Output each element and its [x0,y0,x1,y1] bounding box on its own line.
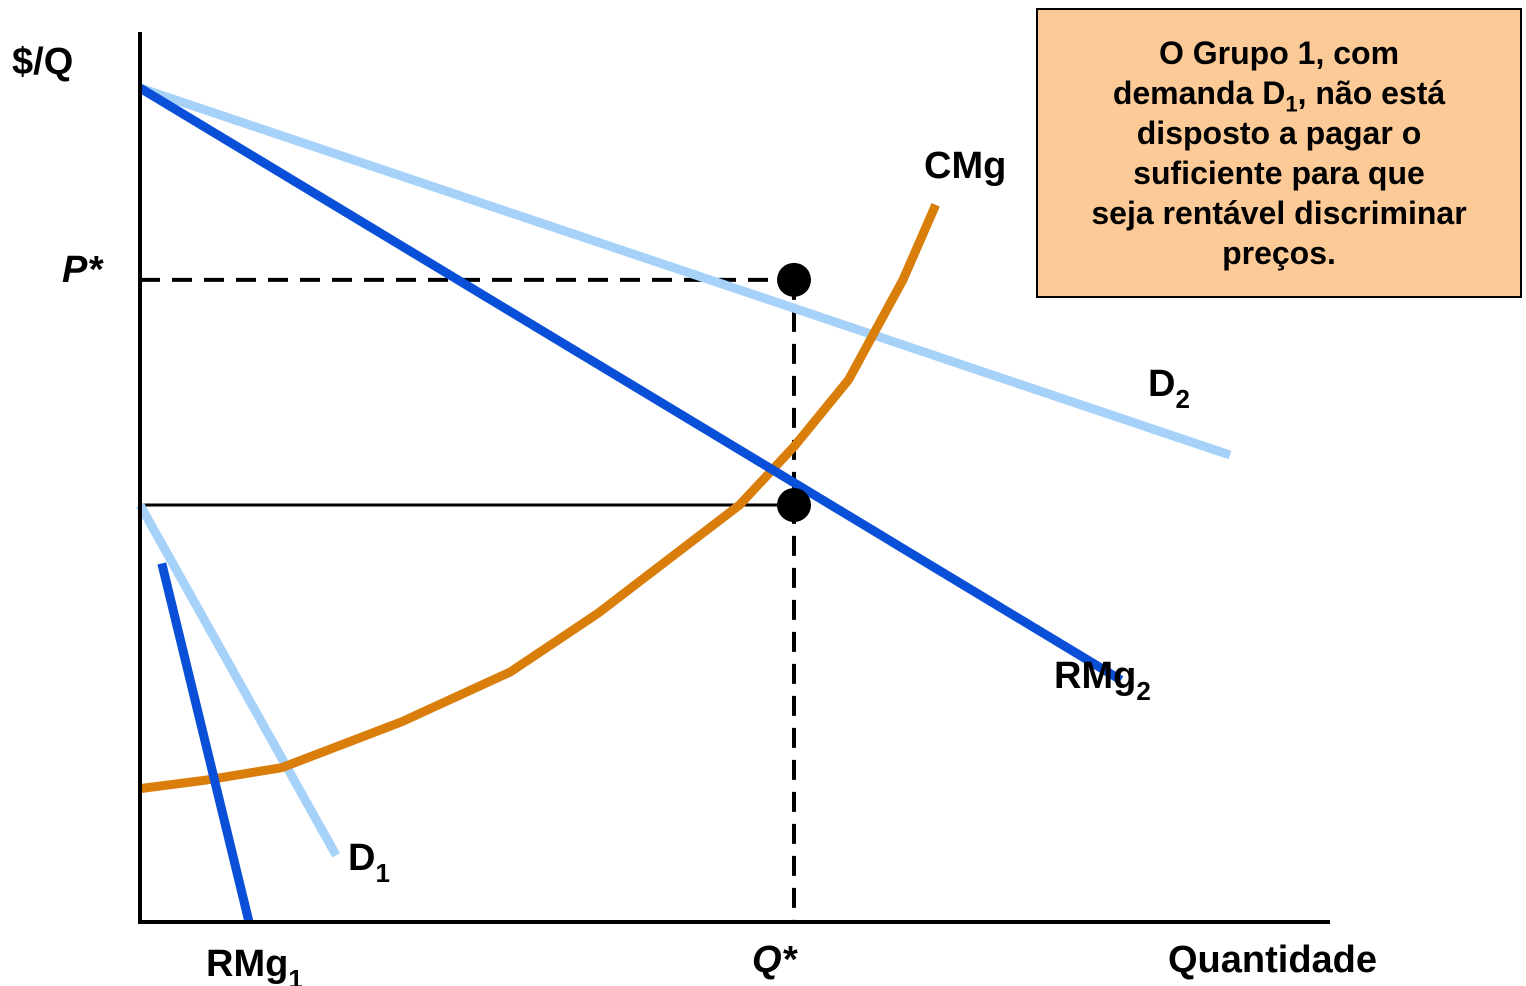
rmg2-curve [137,84,1124,684]
annotation-line: demanda D1, não está [1112,75,1446,117]
equilibrium-points [777,262,811,522]
annotation-line: disposto a pagar o [1136,115,1422,151]
rmg2-label: RMg2 [1054,655,1151,706]
price-marker-label: P* [62,249,104,291]
rmg1-curve [157,562,254,924]
curves [136,83,1232,924]
y-axis-label: $/Q [12,41,73,83]
rmg1-label: RMg1 [206,943,303,986]
d2-label: D2 [1148,363,1190,414]
annotation-line: O Grupo 1, com [1158,35,1400,71]
quantity-marker-label: Q* [752,939,799,981]
cmg-curve [139,203,940,794]
annotation-text: O Grupo 1, com demanda D1, não está dispos… [1091,33,1466,273]
annotation-line: suficiente para que [1133,155,1425,191]
series-labels: D2 RMg2 D1 RMg1 CMg [206,145,1190,986]
annotation-line: preços. [1222,235,1336,271]
axes [138,32,1330,924]
d1-curve [136,502,341,858]
x-axis-label: Quantidade [1168,939,1377,981]
chart-labels: $/Q Quantidade P* Q* [12,41,1377,981]
guide-lines [140,277,796,922]
cmg-label: CMg [924,145,1006,187]
d2-curve [138,83,1232,460]
annotation-line: seja rentável discriminar [1091,195,1467,231]
equilibrium-point-2 [777,488,811,522]
d1-label: D1 [348,837,390,888]
equilibrium-point-1 [777,262,811,297]
annotation-box: O Grupo 1, com demanda D1, não está dispos… [1036,8,1522,298]
